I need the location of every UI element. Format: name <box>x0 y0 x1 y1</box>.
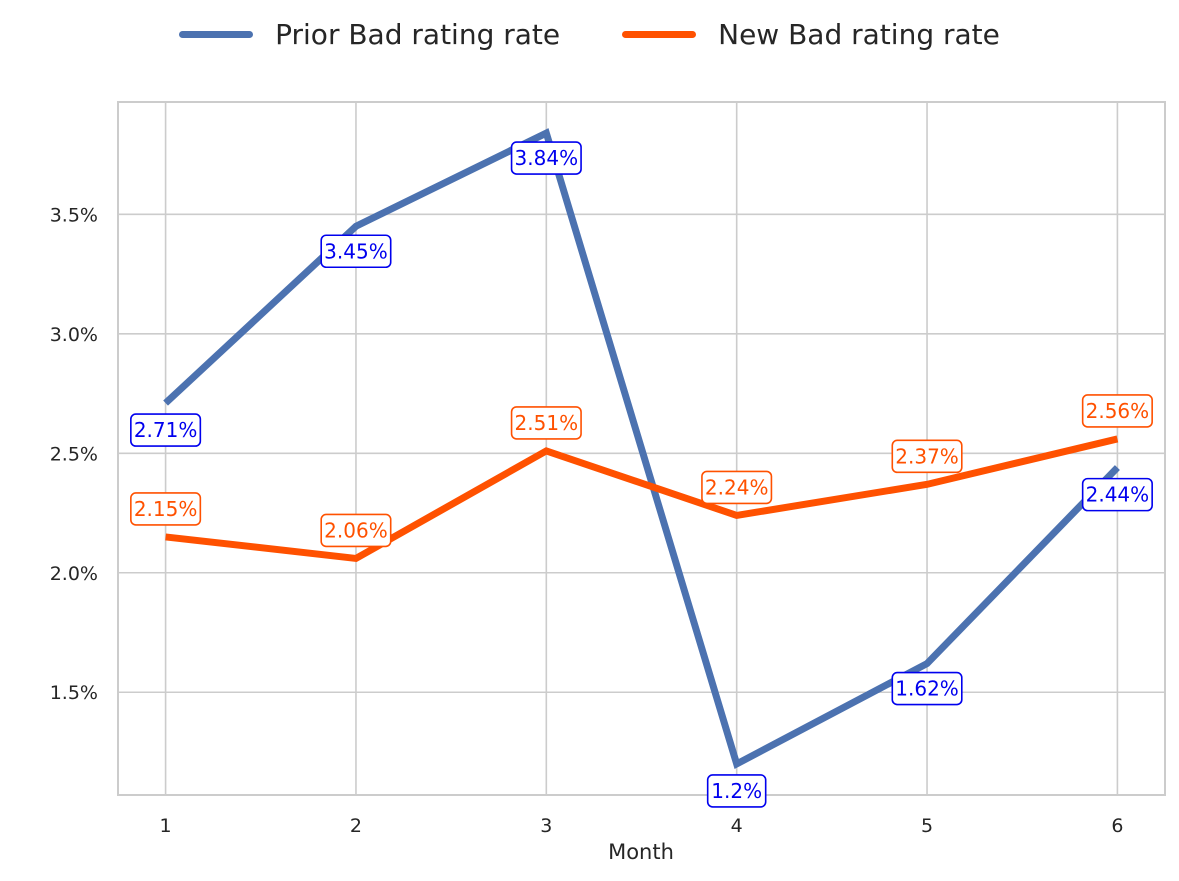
x-tick-label-6: 6 <box>1111 815 1123 837</box>
y-tick-label-3: 3.0% <box>50 324 98 346</box>
data-label-s0-p3: 1.2% <box>711 779 762 803</box>
data-label-box-s0-p0 <box>130 413 202 447</box>
data-label-box-s0-p3 <box>706 774 767 808</box>
data-label-box-s1-p3 <box>701 470 773 505</box>
data-label-box-s0-p5 <box>1081 477 1153 512</box>
data-label-box-s1-p1 <box>320 513 392 548</box>
x-tick-label-3: 3 <box>540 815 552 837</box>
data-label-s0-p1: 3.45% <box>324 239 388 263</box>
legend-item-new: New Bad rating rate <box>622 18 1000 51</box>
legend-label-prior: Prior Bad rating rate <box>275 18 561 51</box>
data-label-s0-p5: 2.44% <box>1086 483 1150 507</box>
legend-label-new: New Bad rating rate <box>718 18 1000 51</box>
y-tick-label-0: 1.5% <box>50 682 98 704</box>
data-label-box-s0-p2 <box>510 141 582 175</box>
series-line-1 <box>165 435 1119 563</box>
data-label-s1-p2: 2.51% <box>515 411 579 435</box>
y-tick-label-2: 2.5% <box>50 443 98 465</box>
legend-swatch-prior <box>179 31 254 38</box>
data-label-s0-p0: 2.71% <box>134 418 198 442</box>
x-tick-label-1: 1 <box>160 815 172 837</box>
data-label-s1-p3: 2.24% <box>705 475 769 499</box>
data-label-s0-p2: 3.84% <box>515 146 579 170</box>
data-label-box-s1-p5 <box>1081 394 1153 428</box>
legend: Prior Bad rating rate New Bad rating rat… <box>0 18 1179 51</box>
data-label-box-s0-p1 <box>320 234 392 269</box>
plot-frame <box>117 101 1166 796</box>
data-label-s1-p5: 2.56% <box>1086 399 1150 423</box>
data-label-s1-p0: 2.15% <box>134 497 198 521</box>
x-tick-label-2: 2 <box>350 815 362 837</box>
data-label-box-s1-p0 <box>130 492 202 526</box>
data-label-box-s1-p2 <box>510 406 582 440</box>
data-label-s0-p4: 1.62% <box>895 677 959 701</box>
y-tick-label-1: 2.0% <box>50 563 98 585</box>
data-label-s1-p4: 2.37% <box>895 444 959 468</box>
x-axis-title: Month <box>608 840 674 864</box>
data-label-box-s1-p4 <box>891 439 963 474</box>
series-line-0 <box>163 128 1120 770</box>
legend-swatch-new <box>622 31 697 38</box>
data-label-s1-p1: 2.06% <box>324 518 388 542</box>
x-tick-label-5: 5 <box>921 815 933 837</box>
y-tick-label-4: 3.5% <box>50 204 98 226</box>
x-tick-label-4: 4 <box>731 815 743 837</box>
data-label-box-s0-p4 <box>891 671 963 706</box>
legend-item-prior: Prior Bad rating rate <box>179 18 560 51</box>
